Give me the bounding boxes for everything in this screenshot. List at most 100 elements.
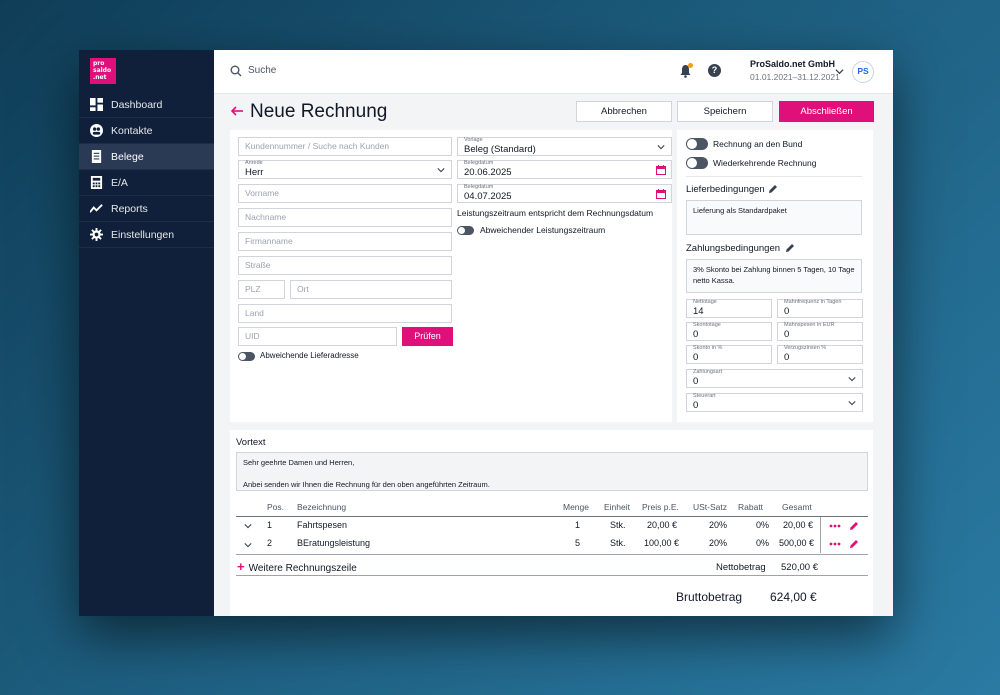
firmenname-field[interactable]: Firmanname <box>238 232 452 251</box>
customer-search-input[interactable]: Kundennummer / Suche nach Kunden <box>238 137 452 156</box>
lieferbedingungen-title: Lieferbedingungen <box>686 184 765 195</box>
sidebar-item-einstellungen[interactable]: Einstellungen <box>79 222 214 248</box>
save-button[interactable]: Speichern <box>677 101 773 122</box>
mahnspesen-value: 0 <box>784 329 790 340</box>
ort-field[interactable]: Ort <box>290 280 452 299</box>
sidebar-item-reports[interactable]: Reports <box>79 196 214 222</box>
avatar[interactable]: PS <box>852 61 874 83</box>
vortext-line-2: Anbei senden wir Ihnen die Rechnung für … <box>243 480 490 489</box>
sidebar-item-dashboard[interactable]: Dashboard <box>79 92 214 118</box>
calculator-icon <box>90 176 103 189</box>
brutto-value: 624,00 € <box>770 590 817 604</box>
pencil-icon[interactable] <box>768 184 778 194</box>
nachname-field[interactable]: Nachname <box>238 208 452 227</box>
strasse-field[interactable]: Straße <box>238 256 452 275</box>
belegdatum2-value: 04.07.2025 <box>464 191 512 202</box>
plus-icon: + <box>237 559 245 574</box>
verzugszinsen-field[interactable]: Verzugszinsen % 0 <box>777 345 863 364</box>
verzugszinsen-label: Verzugszinsen % <box>784 345 827 351</box>
prosaldo-logo[interactable]: pro saldo .net <box>90 58 116 84</box>
app-window: pro saldo .net Dashboard Kontakte <box>79 50 893 616</box>
uid-field[interactable]: UID <box>238 327 397 346</box>
skontotage-field[interactable]: Skontotage 0 <box>686 322 772 341</box>
sidebar-nav: Dashboard Kontakte Belege E/A <box>79 92 214 248</box>
lieferadresse-toggle[interactable] <box>238 352 255 361</box>
belegdatum2-label: Belegdatum <box>464 184 494 190</box>
sidebar-item-label: Belege <box>111 150 144 163</box>
help-icon[interactable]: ? <box>708 64 721 77</box>
search-icon[interactable] <box>230 65 242 77</box>
skonto-label: Skonto in % <box>693 345 723 351</box>
sidebar: pro saldo .net Dashboard Kontakte <box>79 50 214 616</box>
page-title: Neue Rechnung <box>250 101 388 122</box>
mahnfrequenz-field[interactable]: Mahnfrequenz in Tagen 0 <box>777 299 863 318</box>
receipt-icon <box>90 150 103 163</box>
pruefen-button[interactable]: Prüfen <box>402 327 453 346</box>
vortext-line-1: Sehr geehrte Damen und Herren, <box>243 458 355 467</box>
cancel-button[interactable]: Abbrechen <box>576 101 672 122</box>
netto-value: 520,00 € <box>781 562 818 573</box>
pencil-icon[interactable] <box>785 243 795 253</box>
table-header-line <box>236 516 868 517</box>
company-name[interactable]: ProSaldo.net GmbH <box>750 59 836 69</box>
sidebar-item-label: Reports <box>111 202 148 215</box>
netto-label: Nettobetrag <box>716 562 766 573</box>
brutto-label: Bruttobetrag <box>676 590 743 604</box>
zahlungsbedingungen-text[interactable]: 3% Skonto bei Zahlung binnen 5 Tagen, 10… <box>686 259 862 293</box>
abweichend-toggle[interactable] <box>457 226 474 235</box>
add-row-label: Weitere Rechnungszeile <box>248 563 357 574</box>
table-vertical-divider <box>820 517 821 553</box>
add-row-button[interactable]: + Weitere Rechnungszeile <box>237 559 357 574</box>
sidebar-item-label: Dashboard <box>111 98 163 111</box>
chevron-down-icon <box>848 401 856 406</box>
belegdatum-field[interactable]: Belegdatum 20.06.2025 <box>457 160 672 179</box>
belegdatum-label: Belegdatum <box>464 160 494 166</box>
sidebar-item-belege[interactable]: Belege <box>79 144 214 170</box>
back-arrow-icon[interactable] <box>230 104 244 118</box>
vortext-title: Vortext <box>236 437 266 448</box>
nettotage-value: 14 <box>693 306 704 317</box>
logo-text-3: .net <box>93 74 107 81</box>
land-field[interactable]: Land <box>238 304 452 323</box>
netto-line <box>236 575 868 576</box>
vorname-field[interactable]: Vorname <box>238 184 452 203</box>
plz-field[interactable]: PLZ <box>238 280 285 299</box>
zahlungsart-value: 0 <box>693 376 699 387</box>
skonto-field[interactable]: Skonto in % 0 <box>686 345 772 364</box>
notification-dot <box>688 63 693 68</box>
anrede-select[interactable]: Anrede Herr <box>238 160 452 179</box>
fiscal-period: 01.01.2021–31.12.2021 <box>750 72 840 82</box>
bund-label: Rechnung an den Bund <box>713 139 803 149</box>
anrede-label: Anrede <box>245 160 263 166</box>
leistungszeitraum-note: Leistungszeitraum entspricht dem Rechnun… <box>457 208 654 218</box>
chart-icon <box>90 202 103 215</box>
vorlage-value: Beleg (Standard) <box>464 144 536 155</box>
zahlungsart-label: Zahlungsart <box>693 369 723 375</box>
search-input[interactable]: Suche <box>248 65 277 76</box>
mahnfrequenz-value: 0 <box>784 306 790 317</box>
wiederkehrend-toggle[interactable] <box>686 157 708 169</box>
belegdatum2-field[interactable]: Belegdatum 04.07.2025 <box>457 184 672 203</box>
lieferbedingungen-text[interactable]: Lieferung als Standardpaket <box>686 200 862 235</box>
bund-toggle[interactable] <box>686 138 708 150</box>
mahnspesen-field[interactable]: Mahnspesen in EUR 0 <box>777 322 863 341</box>
sidebar-item-label: E/A <box>111 176 128 189</box>
sidebar-item-kontakte[interactable]: Kontakte <box>79 118 214 144</box>
skontotage-value: 0 <box>693 329 699 340</box>
vorlage-select[interactable]: Vorlage Beleg (Standard) <box>457 137 672 156</box>
finish-button[interactable]: Abschließen <box>779 101 874 122</box>
sidebar-item-ea[interactable]: E/A <box>79 170 214 196</box>
contacts-icon <box>90 124 103 137</box>
chevron-down-icon[interactable] <box>835 67 844 76</box>
vorlage-label: Vorlage <box>464 137 483 143</box>
calendar-icon[interactable] <box>656 189 666 199</box>
skonto-value: 0 <box>693 352 699 363</box>
steuerart-select[interactable]: Steuerart 0 <box>686 393 863 412</box>
nettotage-field[interactable]: Nettotage 14 <box>686 299 772 318</box>
vortext-text[interactable]: Sehr geehrte Damen und Herren, Anbei sen… <box>236 452 868 491</box>
zahlungsart-select[interactable]: Zahlungsart 0 <box>686 369 863 388</box>
calendar-icon[interactable] <box>656 165 666 175</box>
verzugszinsen-value: 0 <box>784 352 790 363</box>
table-footer-line <box>236 554 868 555</box>
skontotage-label: Skontotage <box>693 322 721 328</box>
